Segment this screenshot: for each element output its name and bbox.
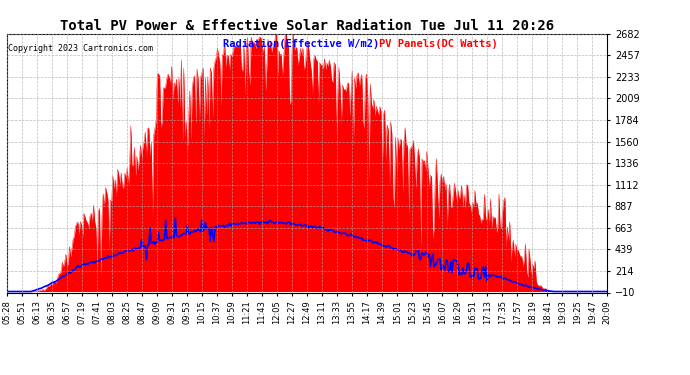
Text: Copyright 2023 Cartronics.com: Copyright 2023 Cartronics.com — [8, 44, 153, 53]
Title: Total PV Power & Effective Solar Radiation Tue Jul 11 20:26: Total PV Power & Effective Solar Radiati… — [60, 19, 554, 33]
Text: Radiation(Effective W/m2): Radiation(Effective W/m2) — [223, 39, 380, 49]
Text: PV Panels(DC Watts): PV Panels(DC Watts) — [379, 39, 498, 49]
